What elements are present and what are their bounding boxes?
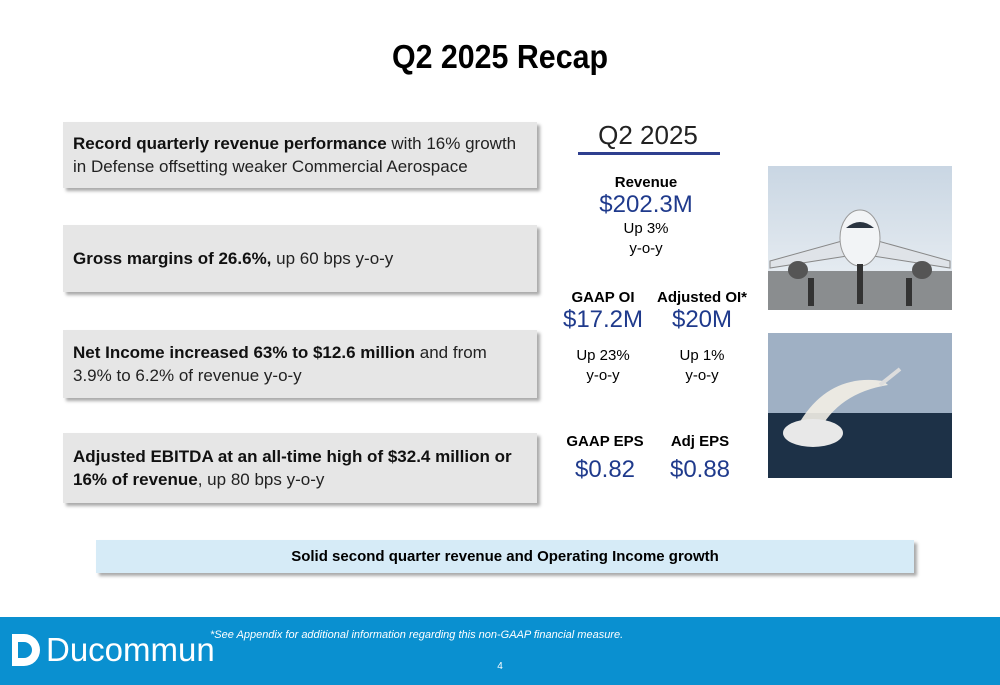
logo-mark bbox=[12, 634, 40, 666]
metric-value: $17.2M bbox=[562, 306, 644, 333]
footnote: *See Appendix for additional information… bbox=[210, 629, 624, 641]
page-number: 4 bbox=[497, 661, 503, 672]
metric-value: $202.3M bbox=[599, 191, 693, 218]
metric: Revenue $202.3M Up 3% y-o-y bbox=[586, 174, 706, 259]
metric-change: y-o-y bbox=[586, 367, 620, 384]
bullet-text: up 60 bps y-o-y bbox=[271, 249, 394, 268]
bullet-text: , up 80 bps y-o-y bbox=[197, 470, 325, 489]
bullet-bold: Adjusted EBITDA at an all-time high of $… bbox=[73, 447, 512, 489]
metric-change: Up 1% bbox=[679, 347, 725, 364]
metric-change: Up 23% bbox=[576, 347, 630, 364]
bullet-text: with 16% growth in Defense offsetting we… bbox=[73, 134, 517, 176]
bullet-bold: Gross margins of 26.6%, bbox=[73, 249, 272, 268]
bullet: Net Income increased 63% to $12.6 millio… bbox=[63, 330, 537, 398]
bullet-bold: Record quarterly revenue performance bbox=[73, 134, 387, 153]
logo-text: Ducommun bbox=[46, 631, 215, 668]
banner: Solid second quarter revenue and Operati… bbox=[96, 540, 914, 573]
metric-label: Adj EPS bbox=[670, 433, 730, 450]
bullet: Adjusted EBITDA at an all-time high of $… bbox=[63, 433, 537, 503]
metric-change: y-o-y bbox=[629, 240, 663, 257]
metric: GAAP OI $17.2M Up 23% y-o-y bbox=[543, 289, 663, 386]
bullet-bold: Net Income increased 63% to $12.6 millio… bbox=[73, 343, 416, 362]
bullet: Record quarterly revenue performance wit… bbox=[63, 122, 537, 188]
airplane-image bbox=[768, 166, 952, 310]
metric-change: Up 3% bbox=[623, 220, 669, 237]
metric-label: GAAP EPS bbox=[566, 433, 644, 450]
metric-label: Revenue bbox=[614, 174, 678, 191]
metric: Adjusted OI* $20M Up 1% y-o-y bbox=[642, 289, 762, 386]
bullet: Gross margins of 26.6%, up 60 bps y-o-y bbox=[63, 225, 537, 292]
metric-label: Adjusted OI* bbox=[656, 289, 747, 306]
metric: Adj EPS $0.88 bbox=[640, 433, 760, 484]
heading-rule bbox=[578, 152, 720, 155]
metric-value: $0.88 bbox=[669, 456, 731, 483]
metrics-heading: Q2 2025 bbox=[598, 120, 698, 150]
footer: Ducommun *See Appendix for additional in… bbox=[0, 617, 1000, 685]
metric-value: $0.82 bbox=[574, 456, 636, 483]
bullet-text: and from 3.9% to 6.2% of revenue y-o-y bbox=[73, 343, 487, 385]
metric-change: y-o-y bbox=[685, 367, 719, 384]
metric-label: GAAP OI bbox=[571, 289, 635, 306]
metric: GAAP EPS $0.82 bbox=[545, 433, 665, 484]
missile-image bbox=[768, 333, 952, 478]
title: Q2 2025 Recap bbox=[391, 38, 609, 75]
metric-value: $20M bbox=[671, 306, 733, 333]
